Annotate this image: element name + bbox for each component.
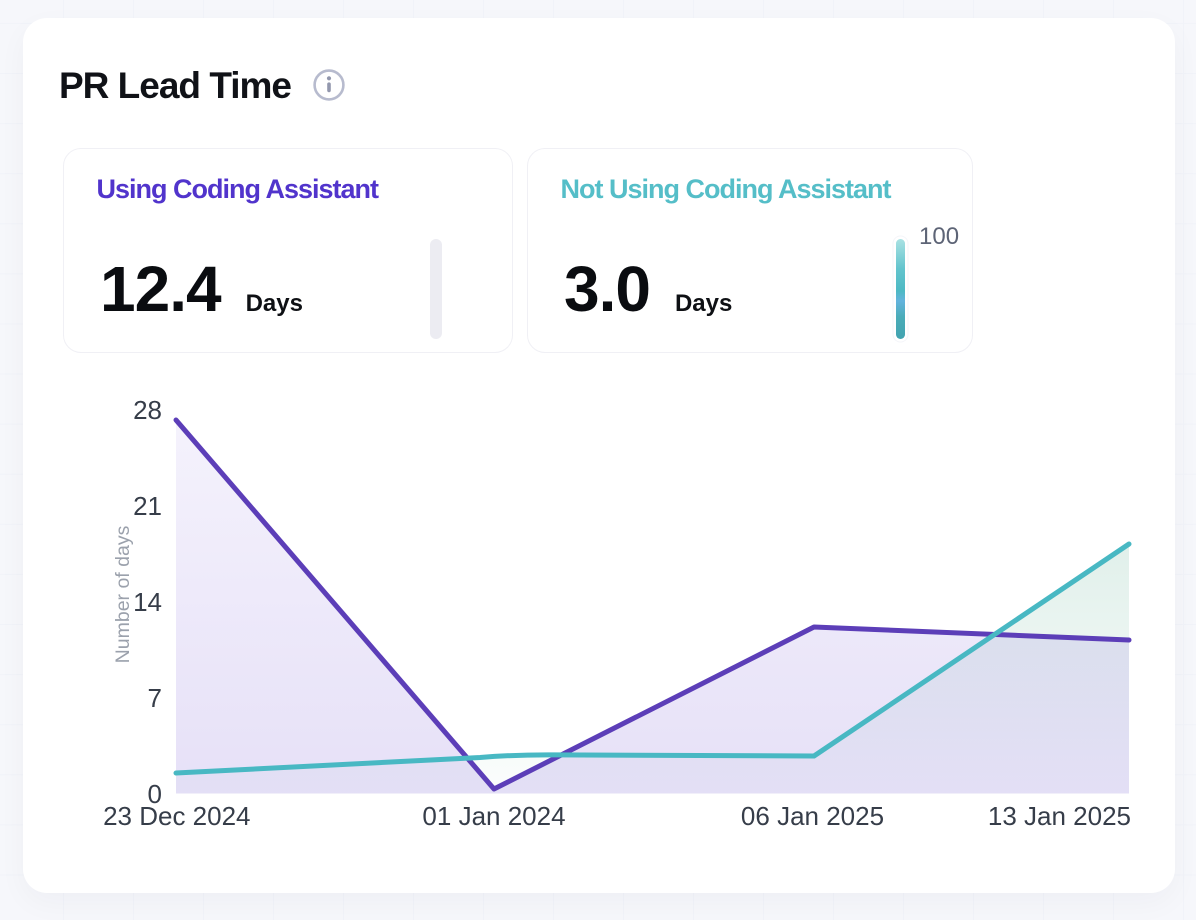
svg-text:28: 28 <box>133 395 162 425</box>
svg-text:14: 14 <box>133 587 162 617</box>
svg-text:23 Dec 2024: 23 Dec 2024 <box>103 801 250 831</box>
svg-text:Number of days: Number of days <box>112 525 134 663</box>
svg-text:7: 7 <box>148 683 162 713</box>
svg-text:21: 21 <box>133 491 162 521</box>
svg-text:01 Jan 2024: 01 Jan 2024 <box>422 801 565 831</box>
svg-text:0: 0 <box>148 779 162 809</box>
svg-text:13 Jan 2025: 13 Jan 2025 <box>988 801 1131 831</box>
svg-text:06 Jan 2025: 06 Jan 2025 <box>741 801 884 831</box>
